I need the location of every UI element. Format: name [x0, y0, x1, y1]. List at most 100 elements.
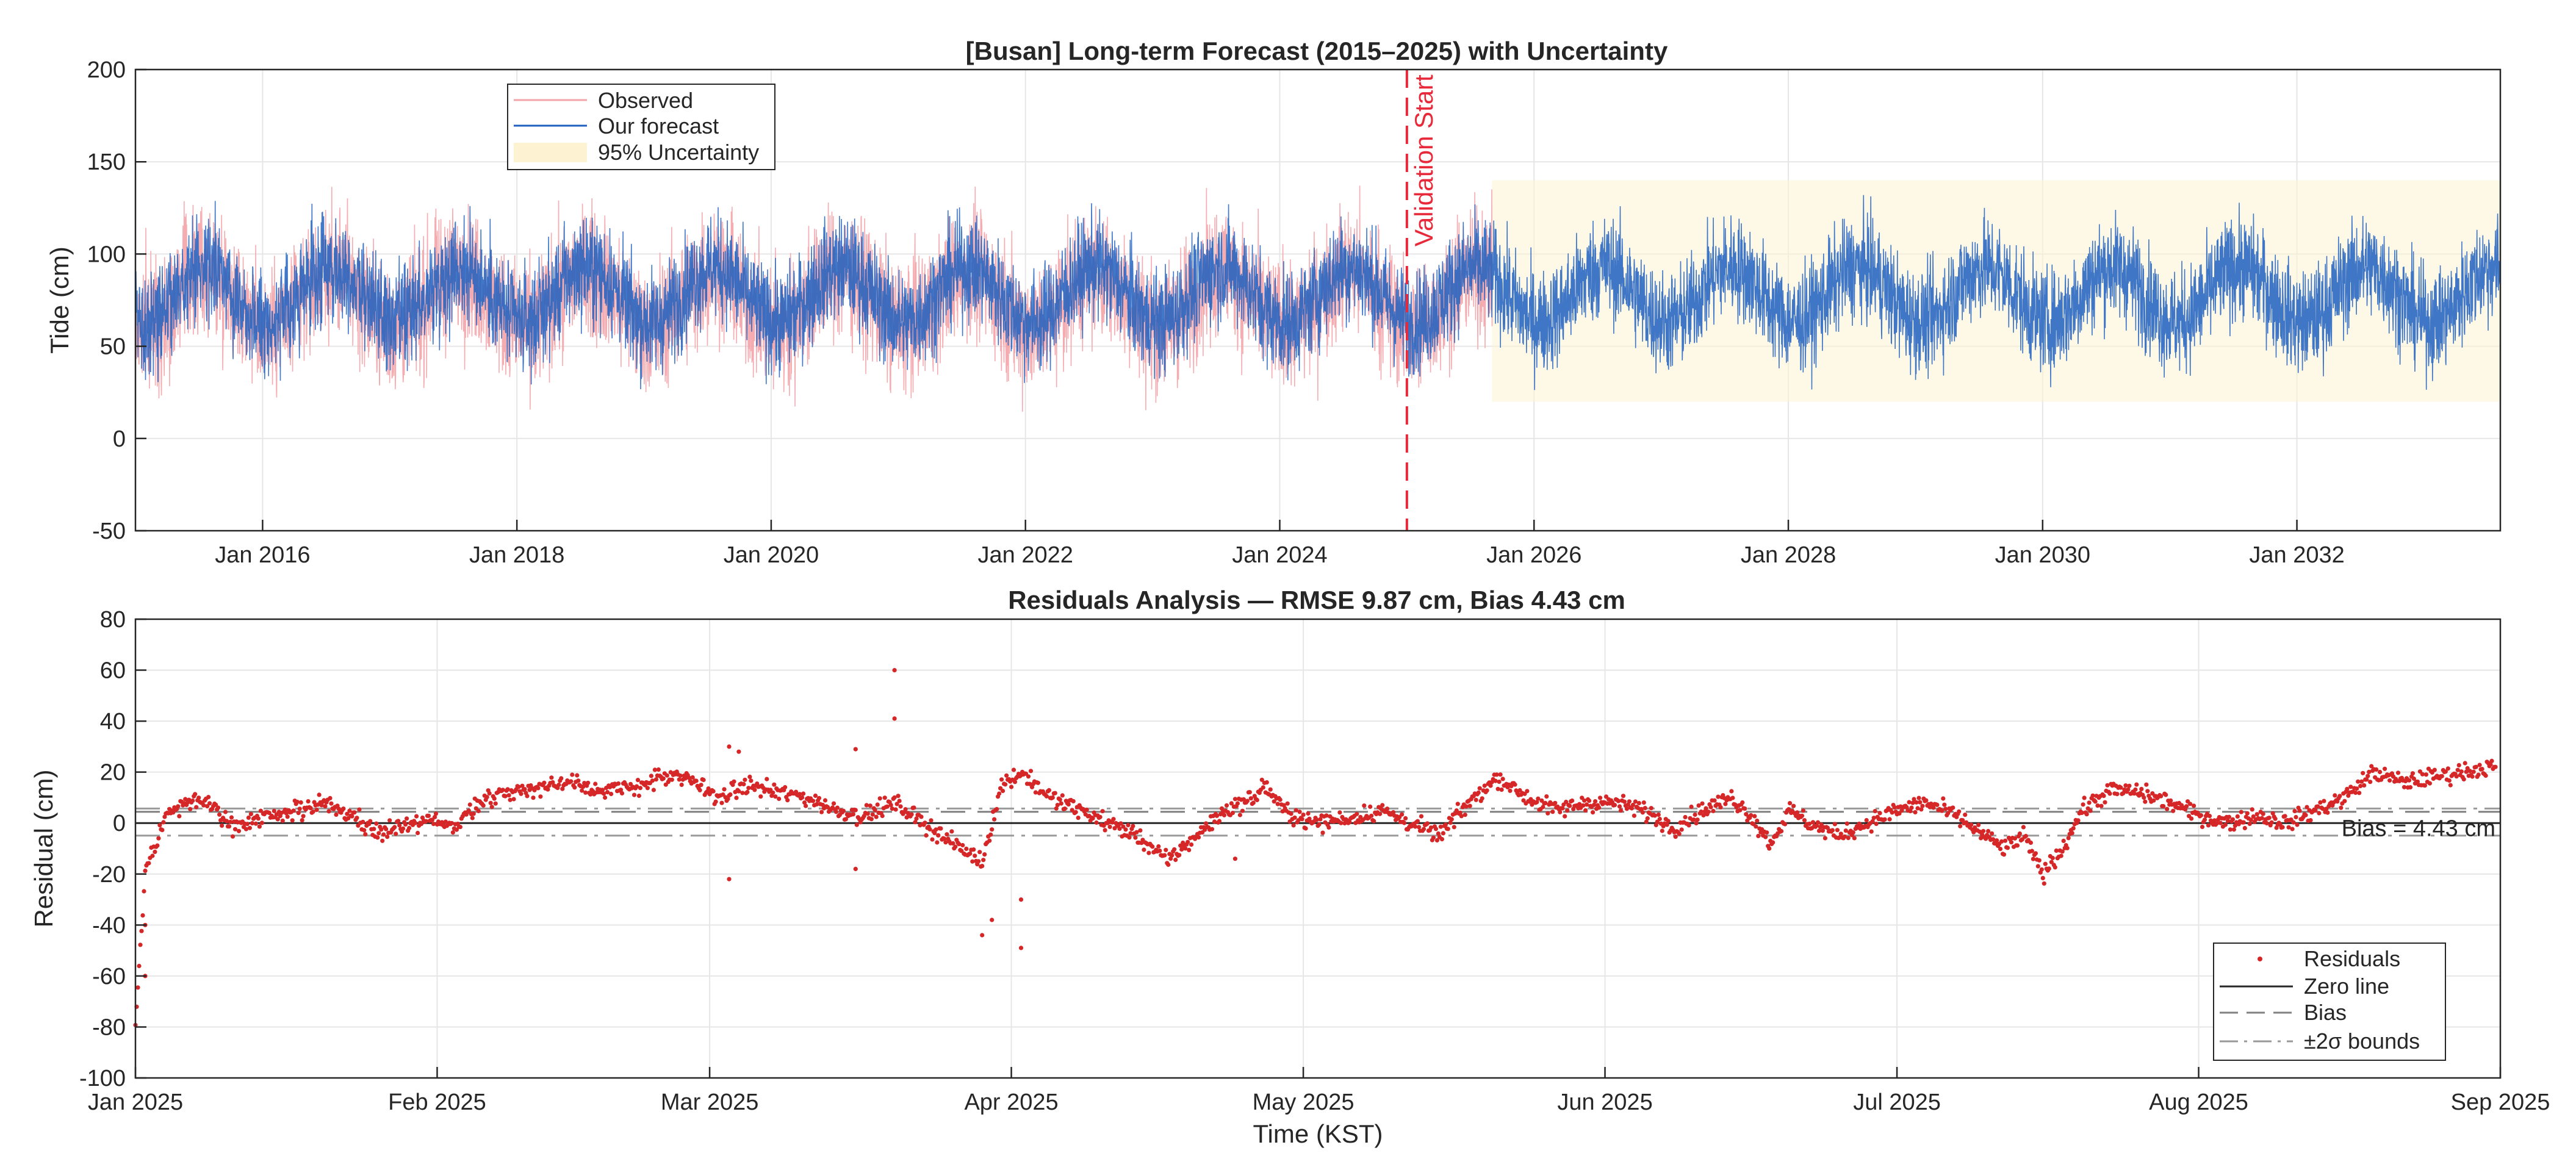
residual-point: [220, 823, 225, 828]
residual-outlier-point: [892, 668, 897, 673]
legend-residuals-label: Residuals: [2304, 946, 2400, 971]
residual-point: [987, 838, 992, 843]
residual-point: [362, 828, 367, 833]
residual-point: [593, 781, 598, 786]
residual-point: [1545, 811, 1550, 816]
residuals-x-axis-label: Time (KST): [1253, 1119, 1383, 1148]
residual-point: [413, 820, 418, 825]
residual-point: [1946, 811, 1951, 816]
residual-point: [1630, 802, 1635, 808]
residuals-x-tick-label: May 2025: [1253, 1090, 1355, 1115]
residual-point: [1172, 847, 1177, 852]
residual-point: [467, 802, 472, 807]
residual-point: [188, 806, 193, 811]
residual-point: [977, 850, 982, 855]
residual-point: [1877, 811, 1882, 816]
residuals-x-ticks: Jan 2025 Feb 2025 Mar 2025 Apr 2025 May 2025…: [88, 1067, 2550, 1115]
residual-point: [2144, 782, 2149, 787]
residual-point: [1278, 797, 1283, 802]
residual-point: [1815, 820, 1821, 825]
residual-point: [1587, 799, 1592, 803]
residual-point: [230, 834, 236, 839]
residual-point: [379, 827, 384, 832]
residual-point: [2448, 783, 2453, 788]
residual-point: [1693, 812, 1697, 817]
residual-point: [1402, 820, 1407, 825]
residual-point: [236, 828, 242, 833]
residual-point: [1289, 811, 1293, 816]
residual-point: [1887, 817, 1892, 822]
residual-point: [1482, 783, 1487, 788]
residual-point: [1118, 821, 1123, 826]
residual-point: [466, 808, 471, 813]
residual-point: [1689, 804, 1694, 810]
residuals-legend-box: [2213, 943, 2446, 1061]
residual-point: [323, 804, 328, 809]
forecast-x-tick-label: Jan 2030: [1995, 542, 2090, 568]
residual-point: [1543, 800, 1548, 805]
residual-point: [1916, 795, 1921, 800]
residual-point: [2039, 867, 2044, 872]
residual-point: [2318, 800, 2323, 805]
residual-point: [1355, 811, 1359, 816]
residual-point: [385, 835, 390, 839]
residual-point: [1060, 793, 1065, 798]
residual-point: [1011, 767, 1016, 772]
residual-point: [1795, 810, 1800, 815]
residual-point: [2005, 846, 2010, 850]
forecast-axes-box: [134, 68, 2502, 532]
residual-point: [997, 791, 1002, 796]
residual-point: [1567, 803, 1572, 808]
residual-point: [765, 777, 769, 781]
residual-point: [1846, 836, 1851, 841]
residual-point: [1771, 840, 1775, 845]
residual-point: [2406, 778, 2412, 783]
residual-point: [1729, 789, 1734, 794]
residual-point: [711, 789, 716, 794]
residual-point: [1473, 797, 1478, 802]
residual-point: [1919, 807, 1924, 812]
residual-point: [2454, 774, 2459, 779]
residuals-chart-title: Residuals Analysis — RMSE 9.87 cm, Bias …: [1008, 586, 1625, 614]
forecast-y-tick-label: 200: [87, 57, 126, 83]
residual-point: [971, 847, 976, 852]
residual-point: [2121, 791, 2126, 795]
residual-point: [653, 777, 658, 782]
residuals-y-tick-label: -100: [79, 1066, 126, 1091]
residuals-y-tick-label: 0: [113, 811, 126, 836]
residual-point: [1598, 795, 1603, 800]
residual-point: [341, 806, 346, 811]
residual-outlier-point: [1232, 856, 1237, 861]
residuals-y-tick-label: 40: [100, 709, 126, 734]
residual-point: [1730, 795, 1735, 800]
residual-point: [155, 843, 160, 848]
residual-point: [1645, 816, 1650, 821]
residual-point: [1320, 830, 1325, 835]
residual-point: [1062, 806, 1067, 811]
residual-point: [538, 794, 543, 799]
residual-point: [2459, 769, 2464, 774]
residual-point: [1882, 817, 1887, 822]
residual-point: [2202, 817, 2207, 822]
residual-point: [2320, 806, 2325, 811]
residual-point: [226, 824, 232, 829]
residual-point: [329, 801, 334, 806]
residual-point: [1055, 803, 1060, 808]
residual-point: [2292, 809, 2297, 814]
residual-point: [223, 810, 228, 814]
forecast-chart: [Busan] Long-term Forecast (2015–2025) w…: [45, 37, 2502, 568]
residual-point: [1593, 799, 1598, 804]
residual-point: [2423, 772, 2428, 777]
residual-point: [247, 825, 252, 830]
residual-point: [1318, 817, 1323, 822]
residual-point: [645, 786, 650, 791]
residuals-y-tick-label: -60: [92, 964, 126, 989]
residual-point: [1488, 783, 1493, 788]
residual-point: [1629, 806, 1634, 811]
residual-point: [1633, 799, 1638, 804]
residual-point: [783, 785, 788, 790]
residual-point: [1498, 772, 1503, 777]
residual-point: [2206, 823, 2211, 828]
residual-point: [2290, 827, 2295, 831]
residual-point: [773, 794, 778, 799]
